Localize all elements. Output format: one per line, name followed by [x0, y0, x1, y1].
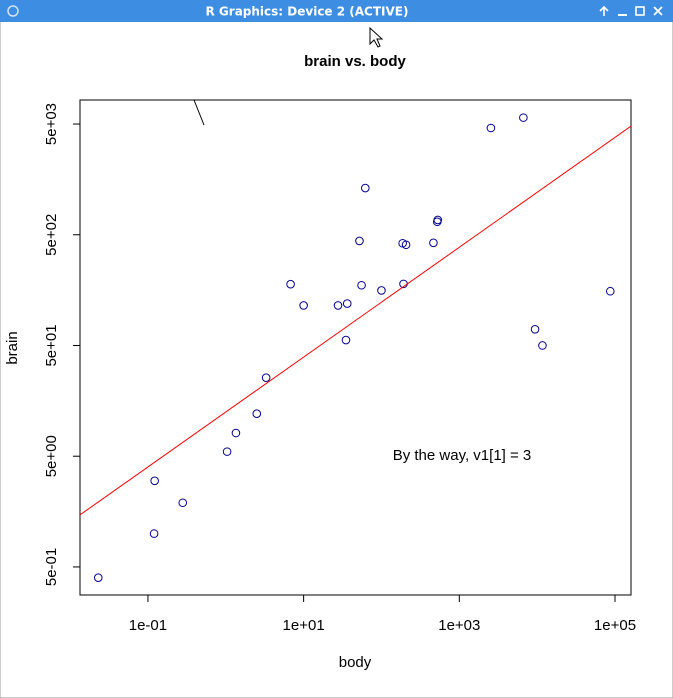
- title-bar: [0, 0, 673, 22]
- point: [486, 123, 496, 133]
- y-tick-label: 5e+01: [43, 324, 60, 366]
- x-tick-label: 1e+03: [438, 617, 480, 634]
- point: [178, 498, 188, 508]
- point: [150, 476, 159, 486]
- y-tick-label: 5e+03: [43, 103, 60, 145]
- point: [149, 529, 159, 538]
- point: [433, 215, 443, 225]
- window-title: R Graphics: Device 2 (ACTIVE): [206, 5, 409, 19]
- point: [261, 373, 271, 382]
- x-axis-label: body: [339, 654, 372, 671]
- point: [341, 335, 351, 345]
- point: [222, 447, 232, 456]
- point: [530, 325, 540, 334]
- y-tick-label: 5e-01: [43, 548, 60, 586]
- point: [231, 428, 241, 438]
- y-tick-label: 5e+02: [43, 214, 60, 256]
- close-button[interactable]: [653, 6, 663, 16]
- x-tick-label: 1e-01: [129, 617, 167, 634]
- point: [357, 280, 366, 290]
- x-tick-label: 1e+05: [594, 617, 636, 634]
- point: [342, 299, 352, 308]
- fit-line: [80, 125, 631, 516]
- y-axis-label: brain: [4, 331, 21, 364]
- point: [519, 113, 528, 122]
- y-tick-label: 5e+00: [43, 435, 60, 477]
- point: [605, 286, 615, 296]
- point: [538, 341, 547, 350]
- point: [377, 286, 386, 295]
- point: [355, 236, 364, 246]
- keep-above-button[interactable]: [599, 5, 609, 16]
- point: [361, 183, 370, 193]
- maximize-button[interactable]: [635, 6, 645, 16]
- mouse-cursor: [369, 26, 384, 48]
- chart-title: brain vs. body: [304, 53, 406, 70]
- point: [401, 240, 411, 250]
- annotation: By the way, v1[1] = 3: [393, 447, 532, 464]
- stray-segment: [193, 99, 205, 126]
- x-tick-label: 1e+01: [283, 617, 325, 634]
- point: [299, 301, 308, 310]
- window-icon[interactable]: [7, 5, 19, 17]
- point: [93, 573, 103, 582]
- point: [333, 301, 343, 310]
- point: [252, 409, 262, 419]
- point: [429, 238, 438, 248]
- plot-box: [79, 99, 632, 596]
- point: [286, 279, 295, 289]
